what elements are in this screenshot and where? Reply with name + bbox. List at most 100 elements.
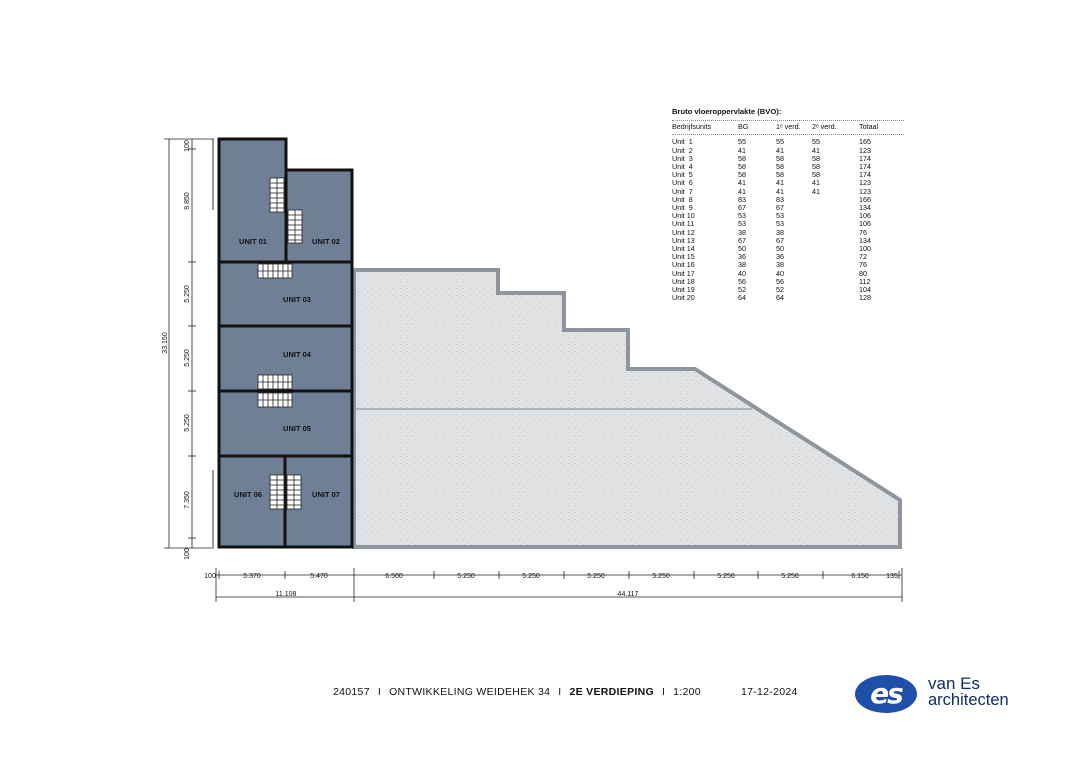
dim-h-total-left: 11.108 xyxy=(276,591,297,598)
bvo-cell-2e xyxy=(812,261,859,269)
bvo-header-1e: 1ᵉ verd. xyxy=(776,122,801,132)
bvo-cell-total: 104 xyxy=(859,285,871,295)
bvo-row: Unit 14 50 50 100 xyxy=(672,244,904,254)
bvo-cell-1e: 67 xyxy=(776,235,784,245)
bvo-row: Unit 20 64 64 128 xyxy=(672,294,904,302)
bvo-row: Unit 17 40 40 80 xyxy=(672,268,904,278)
dim-h-total-right: 44.117 xyxy=(618,591,639,598)
bvo-cell-total: 134 xyxy=(859,203,871,213)
bvo-cell-unit: Unit 17 xyxy=(672,268,695,278)
bvo-cell-total: 106 xyxy=(859,219,871,229)
bvo-cell-2e xyxy=(812,204,859,212)
bvo-row: Unit 19 52 52 104 xyxy=(672,285,904,295)
dim-vertical-5250-a: 5.250 xyxy=(184,285,191,303)
bvo-cell-bg: 41 xyxy=(738,186,746,196)
bvo-row: Unit 13 67 67 134 xyxy=(672,235,904,245)
unit-06-label: UNIT 06 xyxy=(234,490,262,499)
bvo-cell-unit: Unit 14 xyxy=(672,244,695,254)
logo-line-1: van Es xyxy=(928,674,980,693)
bvo-cell-total: 165 xyxy=(859,137,871,147)
bvo-cell-2e: 58 xyxy=(812,162,820,172)
bvo-cell-1e: 41 xyxy=(776,186,784,196)
bvo-row: Unit 10 53 53 106 xyxy=(672,212,904,220)
unit-07-label: UNIT 07 xyxy=(312,490,340,499)
bvo-cell-2e xyxy=(812,245,859,253)
bvo-cell-1e: 64 xyxy=(776,293,784,303)
bvo-header-units: Bedrijfsunits xyxy=(672,122,712,132)
bvo-cell-total: 76 xyxy=(859,260,867,270)
bvo-cell-bg: 64 xyxy=(738,293,746,303)
bvo-cell-1e: 53 xyxy=(776,211,784,221)
dim-vertical-5250-c: 5.250 xyxy=(184,414,191,432)
bvo-cell-unit: Unit 19 xyxy=(672,285,695,295)
dim-h-5250-6: 5.250 xyxy=(781,573,799,580)
drawing-date: 17-12-2024 xyxy=(740,686,798,698)
bvo-cell-bg: 38 xyxy=(738,260,746,270)
bvo-row: Unit 16 38 38 76 xyxy=(672,261,904,269)
bvo-cell-total: 128 xyxy=(859,293,871,303)
dim-vertical-100-top: 100 xyxy=(184,140,191,152)
bvo-header-2e: 2ᵉ verd. xyxy=(812,122,837,132)
bvo-cell-total: 166 xyxy=(859,194,871,204)
bvo-row: Unit 18 56 56 112 xyxy=(672,276,904,286)
bvo-cell-bg: 36 xyxy=(738,252,746,262)
unit-05-label: UNIT 05 xyxy=(283,424,311,433)
dim-h-5250-2: 5.250 xyxy=(522,573,540,580)
bvo-cell-2e xyxy=(812,270,859,278)
stair-unit-03 xyxy=(257,263,293,279)
dim-h-100: 100 xyxy=(204,573,216,580)
bvo-cell-2e: 58 xyxy=(812,170,820,180)
dim-vertical-9850: 9.850 xyxy=(184,192,191,210)
bvo-cell-1e: 52 xyxy=(776,285,784,295)
bvo-cell-total: 174 xyxy=(859,162,871,172)
bvo-cell-unit: Unit 20 xyxy=(672,293,695,303)
bvo-cell-total: 174 xyxy=(859,170,871,180)
bvo-row: Unit 7 41 41 41 123 xyxy=(672,186,904,196)
bvo-title: Bruto vloeroppervlakte (BVO): xyxy=(672,107,782,116)
bvo-cell-total: 106 xyxy=(859,211,871,221)
bvo-cell-unit: Unit 1 xyxy=(672,137,693,147)
bvo-table: Bruto vloeroppervlakte (BVO): Bedrijfsun… xyxy=(672,107,904,302)
bvo-cell-total: 76 xyxy=(859,227,867,237)
dim-h-5250-4: 5.250 xyxy=(652,573,670,580)
bvo-cell-bg: 56 xyxy=(738,276,746,286)
bvo-cell-1e: 67 xyxy=(776,203,784,213)
bvo-cell-bg: 50 xyxy=(738,244,746,254)
bvo-cell-1e: 50 xyxy=(776,244,784,254)
bvo-cell-unit: Unit 15 xyxy=(672,252,695,262)
bvo-cell-total: 134 xyxy=(859,235,871,245)
project-name: ONTWIKKELING WEIDEHEK 34 xyxy=(389,686,551,698)
bvo-cell-1e: 40 xyxy=(776,268,784,278)
title-separator: I xyxy=(377,686,382,698)
stairs xyxy=(257,177,303,510)
bvo-divider xyxy=(672,134,904,136)
bvo-cell-total: 112 xyxy=(859,276,871,286)
bvo-cell-bg: 58 xyxy=(738,162,746,172)
bvo-row: Unit 2 41 41 41 123 xyxy=(672,146,904,155)
stair-unit-06 xyxy=(269,474,285,510)
bvo-cell-2e xyxy=(812,237,859,245)
bvo-cell-2e: 55 xyxy=(812,137,820,147)
bvo-cell-unit: Unit 16 xyxy=(672,260,695,270)
bvo-cell-bg: 58 xyxy=(738,170,746,180)
bvo-cell-unit: Unit 7 xyxy=(672,186,693,196)
bvo-row: Unit 1 55 55 55 165 xyxy=(672,138,904,146)
bvo-cell-1e: 38 xyxy=(776,227,784,237)
dim-h-5250-5: 5.250 xyxy=(717,573,735,580)
logo-mark-icon xyxy=(855,675,917,713)
bvo-cell-2e xyxy=(812,229,859,237)
dim-vertical-7350: 7.350 xyxy=(184,491,191,509)
bvo-cell-total: 123 xyxy=(859,186,871,196)
bvo-cell-bg: 67 xyxy=(738,235,746,245)
logo-line-2: architecten xyxy=(928,691,1009,709)
bvo-cell-unit: Unit 9 xyxy=(672,203,693,213)
stair-unit-04 xyxy=(257,374,293,390)
bvo-cell-1e: 41 xyxy=(776,178,784,188)
bvo-row: Unit 6 41 41 41 123 xyxy=(672,179,904,187)
bvo-cell-bg: 83 xyxy=(738,194,746,204)
project-number: 240157 xyxy=(333,686,370,698)
bvo-cell-1e: 38 xyxy=(776,260,784,270)
bvo-cell-total: 72 xyxy=(859,252,867,262)
bvo-cell-unit: Unit 4 xyxy=(672,162,693,172)
